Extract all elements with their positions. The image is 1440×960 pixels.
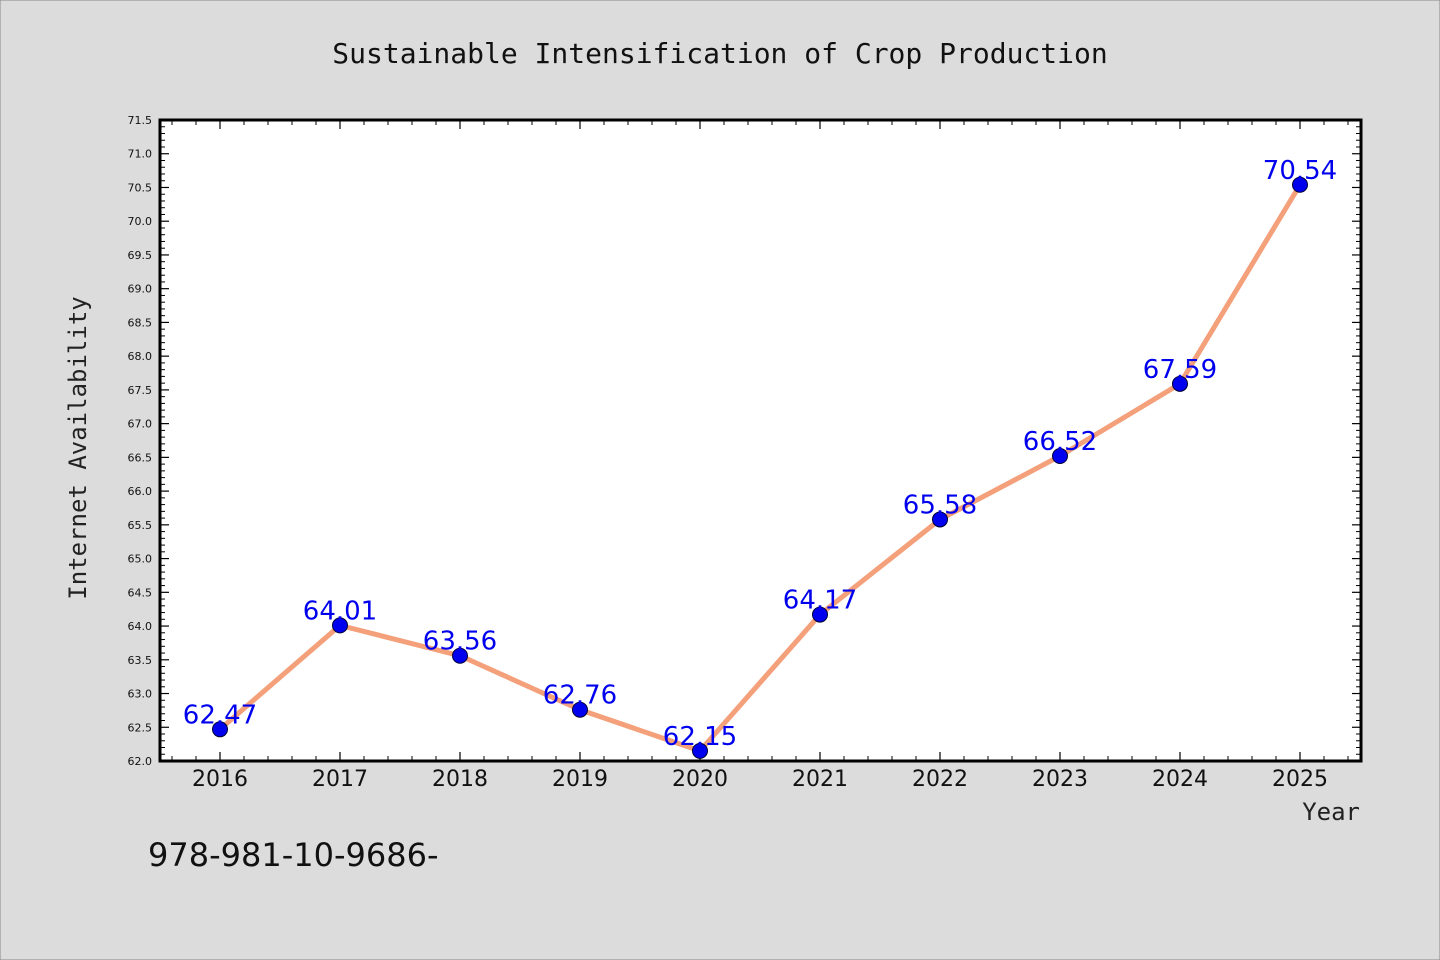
series-line [217, 182, 1303, 754]
y-tick-label: 63.5 [128, 654, 153, 667]
x-tick-label: 2019 [552, 767, 608, 792]
y-tick-label: 63.0 [128, 688, 153, 701]
y-tick-label: 64.0 [128, 620, 153, 633]
data-point [332, 617, 348, 634]
data-label: 64.17 [783, 586, 857, 616]
plot-area [158, 118, 1363, 763]
x-tick-label: 2020 [672, 767, 728, 792]
data-label: 64.01 [303, 596, 377, 626]
data-label: 65.58 [903, 490, 977, 520]
data-point [932, 511, 948, 528]
x-tick-label: 2018 [432, 767, 488, 792]
y-tick-label: 62.0 [128, 755, 153, 768]
data-point [1292, 176, 1308, 193]
data-point [692, 742, 708, 759]
y-tick-label: 66.5 [128, 451, 153, 464]
y-tick-label: 64.5 [128, 586, 153, 599]
data-label: 63.56 [423, 627, 497, 657]
chart-title: Sustainable Intensification of Crop Prod… [332, 37, 1107, 70]
y-tick-label: 66.0 [128, 485, 153, 498]
x-tick-label: 2021 [792, 767, 848, 792]
y-axis-title: Internet Availability [64, 296, 92, 599]
y-tick-label: 69.0 [128, 283, 153, 296]
data-point [812, 606, 828, 623]
data-point [572, 701, 588, 718]
y-tick-label: 71.5 [128, 114, 153, 127]
y-tick-label: 68.0 [128, 350, 153, 363]
data-point [1172, 375, 1188, 392]
data-labels: 62.47 64.01 63.56 62.76 62.15 64.17 65.58 66.52… [183, 156, 1337, 752]
x-axis-tick-labels: 2016 2017 2018 2019 2020 2021 2022 2023 2024 2025 [192, 767, 1328, 792]
data-label: 70.54 [1263, 156, 1337, 186]
data-point [452, 647, 468, 664]
data-point [1052, 448, 1068, 465]
y-tick-label: 62.5 [128, 721, 153, 734]
x-tick-label: 2025 [1272, 767, 1328, 792]
y-tick-label: 67.0 [128, 418, 153, 431]
axis-ticks [160, 119, 1361, 762]
y-tick-label: 65.5 [128, 519, 153, 532]
y-tick-label: 70.0 [128, 215, 153, 228]
footer-text: 978-981-10-9686- [148, 836, 439, 874]
y-tick-label: 70.5 [128, 181, 153, 194]
y-tick-label: 69.5 [128, 249, 153, 262]
x-tick-label: 2022 [912, 767, 968, 792]
data-points [212, 176, 1308, 759]
x-tick-label: 2024 [1152, 767, 1208, 792]
x-axis-title: Year [1302, 798, 1360, 826]
data-label: 66.52 [1023, 427, 1097, 457]
data-point [212, 721, 228, 738]
x-tick-label: 2017 [312, 767, 368, 792]
y-tick-label: 71.0 [128, 148, 153, 161]
data-label: 67.59 [1143, 355, 1217, 385]
y-axis-tick-labels: 62.0 62.5 63.0 63.5 64.0 64.5 65.0 65.5 66.0 66.5… [128, 114, 153, 768]
x-tick-label: 2016 [192, 767, 248, 792]
y-tick-label: 68.5 [128, 316, 153, 329]
x-tick-label: 2023 [1032, 767, 1088, 792]
data-label: 62.76 [543, 681, 617, 711]
y-tick-label: 65.0 [128, 553, 153, 566]
data-label: 62.47 [183, 700, 257, 730]
data-label: 62.15 [663, 722, 737, 752]
y-tick-label: 67.5 [128, 384, 153, 397]
